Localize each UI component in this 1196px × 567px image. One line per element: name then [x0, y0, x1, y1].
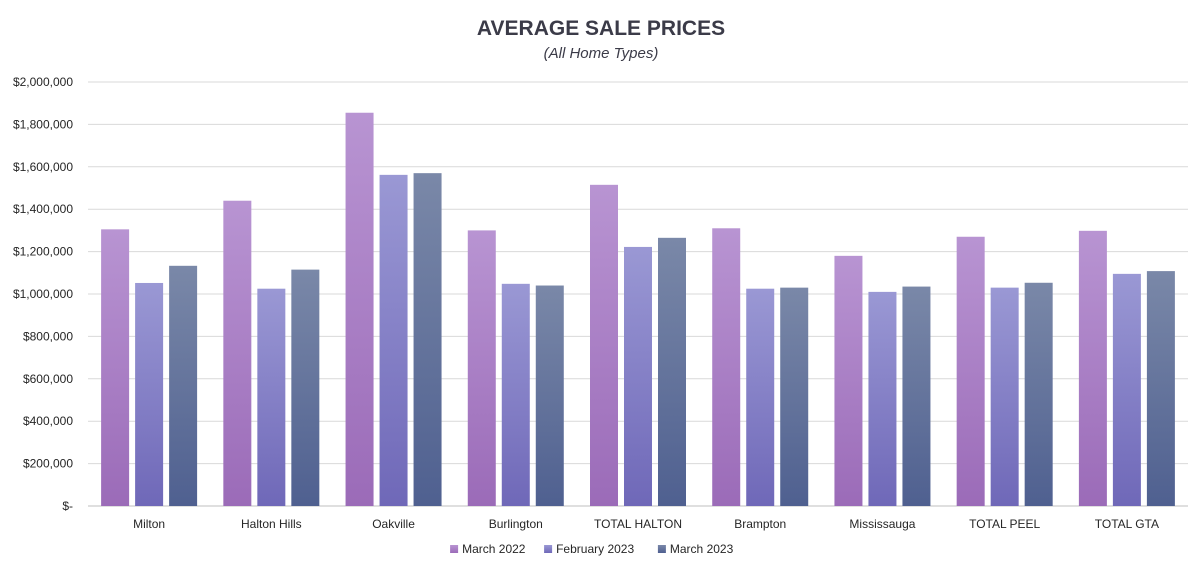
- bar: [902, 286, 931, 506]
- bar: [169, 265, 198, 506]
- bar: [135, 282, 164, 506]
- y-tick-label: $1,800,000: [13, 117, 73, 131]
- x-tick-label: Brampton: [734, 517, 786, 531]
- y-tick-label: $1,600,000: [13, 160, 73, 174]
- bar: [379, 174, 408, 506]
- y-tick-label: $1,000,000: [13, 287, 73, 301]
- y-tick-label: $600,000: [23, 372, 73, 386]
- bar: [990, 287, 1019, 506]
- y-tick-label: $2,000,000: [13, 75, 73, 89]
- bar: [834, 255, 863, 506]
- legend: March 2022 February 2023 March 2023: [450, 542, 734, 556]
- bar: [467, 230, 496, 506]
- bar: [257, 288, 286, 506]
- legend-swatch: [657, 545, 666, 553]
- y-axis-ticks: $- $200,000 $400,000 $600,000 $800,000 $1,000…: [13, 75, 73, 513]
- bar: [956, 236, 985, 506]
- bar: [712, 228, 741, 506]
- bar: [868, 291, 897, 506]
- bar: [101, 229, 130, 506]
- y-tick-label: $800,000: [23, 329, 73, 343]
- bar: [590, 184, 618, 506]
- bar: [1078, 230, 1107, 506]
- bar: [1146, 271, 1175, 506]
- x-tick-label: Halton Hills: [241, 517, 302, 531]
- bar: [624, 246, 652, 506]
- y-tick-label: $200,000: [23, 457, 73, 471]
- x-tick-label: Burlington: [489, 517, 543, 531]
- bars: [101, 112, 1175, 507]
- x-tick-label: TOTAL GTA: [1095, 517, 1159, 531]
- y-tick-label: $400,000: [23, 414, 73, 428]
- x-tick-label: TOTAL PEEL: [969, 517, 1040, 531]
- x-tick-label: TOTAL HALTON: [594, 517, 682, 531]
- legend-label: February 2023: [556, 542, 634, 556]
- bar: [291, 269, 320, 506]
- bar: [345, 112, 374, 507]
- bar: [1024, 282, 1053, 506]
- chart-title: AVERAGE SALE PRICES: [477, 17, 725, 40]
- x-tick-label: Milton: [133, 517, 165, 531]
- bar: [780, 287, 809, 506]
- y-tick-label: $1,400,000: [13, 202, 73, 216]
- chart-subtitle: (All Home Types): [544, 45, 659, 62]
- x-tick-label: Mississauga: [849, 517, 915, 531]
- bar: [501, 283, 530, 506]
- bar: [223, 200, 252, 506]
- legend-label: March 2023: [670, 542, 734, 556]
- bar: [746, 288, 775, 506]
- bar: [658, 237, 686, 506]
- y-tick-label: $1,200,000: [13, 245, 73, 259]
- x-tick-label: Oakville: [372, 517, 415, 531]
- legend-label: March 2022: [462, 542, 526, 556]
- bar: [1112, 273, 1141, 506]
- legend-swatch: [450, 545, 459, 553]
- legend-swatch: [544, 545, 553, 553]
- x-axis-ticks: Milton Halton Hills Oakville Burlington TOTA…: [133, 517, 1159, 531]
- bar: [413, 173, 442, 506]
- bar: [535, 285, 564, 506]
- y-tick-label: $-: [62, 499, 73, 513]
